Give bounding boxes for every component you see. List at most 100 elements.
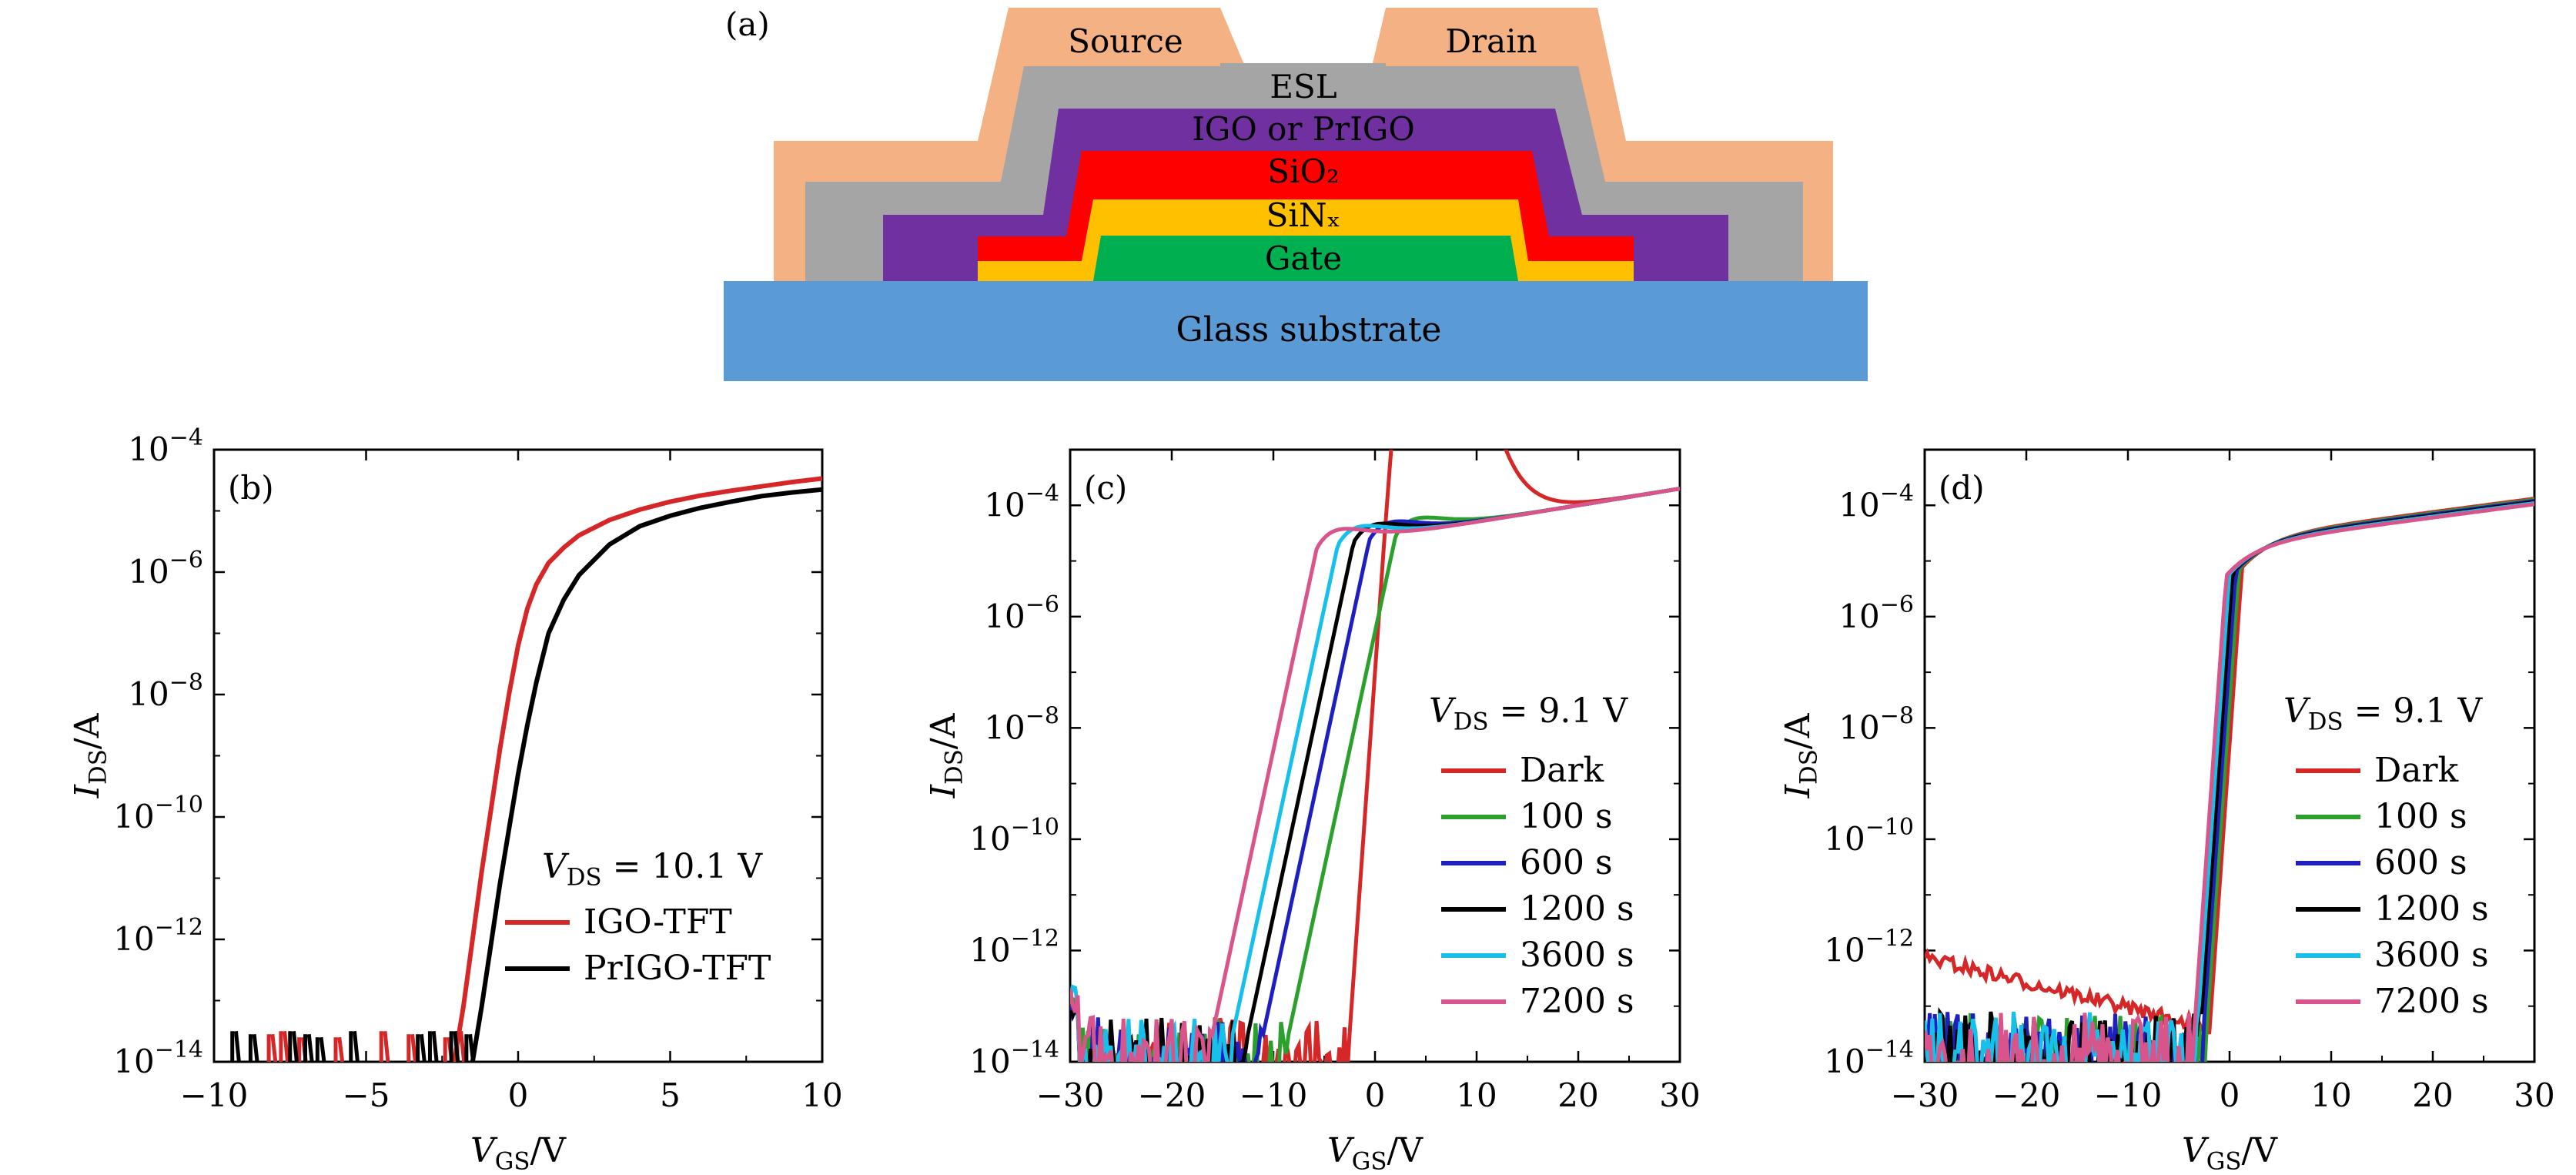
noise-spike-IGO-TFT	[337, 1036, 345, 1062]
panel-a-device-schematic: (a) Source Drain ESL IGO or PrIGO SiO₂ S…	[724, 5, 1868, 381]
igo-label: IGO or PrIGO	[1192, 110, 1415, 148]
y-tick-label: 10−4	[128, 424, 203, 468]
panel-d-chart: −30 −20 −10 0 10 20 30 10−14 10−12 10−10 10−8 10−6 1…	[1778, 448, 2555, 1175]
x-axis-label: VGS/V	[1327, 1131, 1423, 1175]
x-tick-label: 5	[660, 1076, 681, 1114]
x-tick-label: −10	[180, 1076, 249, 1114]
x-tick-label: 10	[1456, 1076, 1497, 1114]
x-tick-label: 0	[2220, 1076, 2240, 1114]
x-tick-label: 0	[1365, 1076, 1386, 1114]
gate-layer	[1093, 236, 1518, 281]
vds-annotation: VDS = 9.1 V	[2283, 691, 2483, 736]
y-tick-label: 10−8	[984, 702, 1059, 746]
noise-spike-PrIGO-TFT	[353, 1031, 360, 1062]
x-tick-label: −5	[343, 1076, 390, 1114]
vds-annotation: VDS = 10.1 V	[542, 847, 763, 892]
y-tick-label: 10−12	[1824, 925, 1914, 969]
noise-spike-PrIGO-TFT	[292, 1031, 299, 1062]
series-line-Dark	[1070, 450, 1680, 1062]
panel-a-label: (a)	[725, 5, 770, 43]
noise-spike-IGO-TFT	[270, 1033, 278, 1062]
vds-annotation: VDS = 9.1 V	[1429, 691, 1628, 736]
legend-label: 600 s	[2374, 843, 2467, 882]
y-tick-label: 10−8	[128, 669, 203, 713]
y-axis-label: IDS/A	[1778, 712, 1823, 798]
y-tick-label: 10−14	[113, 1036, 203, 1080]
panel-label: (d)	[1939, 469, 1985, 507]
legend-label: 100 s	[2374, 797, 2467, 836]
series-line-7200 s	[1070, 487, 1680, 1062]
y-tick-label: 10−6	[984, 591, 1059, 635]
legend-label: 3600 s	[1520, 936, 1634, 975]
noise-spike-IGO-TFT	[383, 1031, 390, 1062]
noise-spike-PrIGO-TFT	[306, 1033, 314, 1062]
y-tick-label: 10−6	[128, 547, 203, 591]
glass-label: Glass substrate	[1176, 310, 1442, 350]
source-label: Source	[1068, 22, 1183, 60]
x-tick-label: 20	[2412, 1076, 2453, 1114]
x-tick-label: 10	[2310, 1076, 2351, 1114]
legend-label: 600 s	[1520, 843, 1613, 882]
legend-label: 7200 s	[2374, 982, 2489, 1021]
series-line-IGO-TFT	[452, 476, 822, 1062]
legend-label: 7200 s	[1520, 982, 1634, 1021]
legend-label: 1200 s	[1520, 889, 1634, 929]
x-tick-label: 30	[2514, 1076, 2554, 1114]
noise-spike-PrIGO-TFT	[319, 1036, 326, 1062]
series-line-7200 s	[1925, 502, 2534, 1062]
panel-c-chart: −30 −20 −10 0 10 20 30 10−14 10−12 10−10 10−8 10−6 1…	[924, 448, 1701, 1175]
panel-b-chart: −10 −5 0 5 10 10−14 10−12 10−10 10−8 10−6 10−4 VGS/…	[68, 424, 843, 1175]
series-line-PrIGO-TFT	[470, 487, 822, 1062]
legend-label: IGO-TFT	[584, 902, 732, 942]
x-tick-label: 20	[1557, 1076, 1598, 1114]
y-tick-label: 10−6	[1838, 591, 1914, 635]
x-tick-label: 30	[1659, 1076, 1700, 1114]
y-axis-label: IDS/A	[68, 712, 112, 798]
noise-spike-PrIGO-TFT	[419, 1033, 427, 1062]
sinx-label: SiNₓ	[1266, 196, 1341, 234]
y-tick-label: 10−12	[113, 914, 203, 958]
y-tick-label: 10−14	[1824, 1036, 1914, 1080]
noise-spike-IGO-TFT	[283, 1031, 290, 1062]
series-group	[1070, 450, 1680, 1062]
x-tick-label: −20	[1138, 1076, 1206, 1114]
y-tick-label: 10−8	[1838, 702, 1914, 746]
noise-spike-IGO-TFT	[459, 1031, 467, 1062]
legend-label: 3600 s	[2374, 936, 2489, 975]
series-group	[1925, 497, 2534, 1062]
esl-label: ESL	[1270, 68, 1337, 105]
legend-label: 1200 s	[2374, 889, 2489, 929]
y-tick-label: 10−4	[1838, 480, 1914, 524]
plot-frame	[1923, 448, 2536, 1063]
y-tick-label: 10−12	[969, 925, 1059, 969]
legend-label: 100 s	[1520, 797, 1613, 836]
x-axis-label: VGS/V	[2182, 1131, 2278, 1175]
x-tick-label: −10	[1239, 1076, 1308, 1114]
x-tick-label: −30	[1891, 1076, 1959, 1114]
plot-frame	[212, 448, 824, 1063]
legend-label: Dark	[2374, 751, 2459, 790]
noise-spike-PrIGO-TFT	[252, 1033, 259, 1062]
x-tick-label: −20	[1992, 1076, 2061, 1114]
panel-label: (c)	[1084, 469, 1127, 507]
panel-label: (b)	[228, 469, 274, 507]
y-tick-label: 10−10	[969, 814, 1059, 858]
y-tick-label: 10−10	[113, 792, 203, 835]
y-axis-label: IDS/A	[924, 712, 969, 798]
series-group	[230, 476, 822, 1062]
gate-label: Gate	[1265, 239, 1342, 277]
legend-label: Dark	[1520, 751, 1604, 790]
x-tick-label: −10	[2094, 1076, 2163, 1114]
noise-spike-PrIGO-TFT	[453, 1031, 460, 1062]
noise-spike-PrIGO-TFT	[431, 1031, 439, 1062]
noise-spike-PrIGO-TFT	[233, 1031, 241, 1062]
y-tick-label: 10−4	[984, 480, 1059, 524]
noise-spike-IGO-TFT	[410, 1033, 417, 1062]
sio2-label: SiO₂	[1267, 152, 1339, 190]
y-tick-label: 10−14	[969, 1036, 1059, 1080]
glass-substrate	[724, 281, 1868, 381]
x-tick-label: 0	[508, 1076, 529, 1114]
x-axis-label: VGS/V	[470, 1131, 567, 1175]
plot-frame	[1069, 448, 1681, 1063]
